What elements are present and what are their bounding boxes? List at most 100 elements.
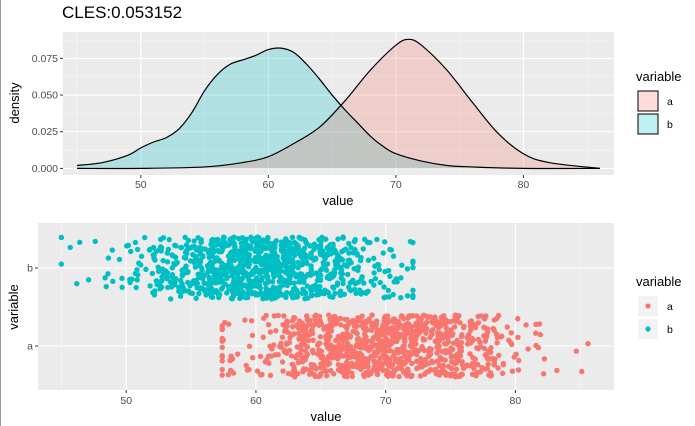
jitter-point-b bbox=[147, 246, 153, 252]
jitter-point-b bbox=[297, 279, 303, 285]
jitter-point-a bbox=[579, 368, 585, 375]
density-x-tick-label: 80 bbox=[518, 179, 530, 191]
jitter-point-a bbox=[366, 356, 372, 362]
jitter-point-a bbox=[243, 362, 249, 369]
jitter-point-a bbox=[356, 352, 363, 358]
jitter-point-b bbox=[348, 245, 354, 251]
jitter-x-axis-title: value bbox=[310, 409, 341, 424]
jitter-point-a bbox=[491, 362, 497, 368]
jitter-point-a bbox=[326, 312, 332, 318]
jitter-point-a bbox=[427, 334, 433, 341]
jitter-point-a bbox=[515, 367, 522, 373]
jitter-point-a bbox=[395, 332, 402, 338]
jitter-point-b bbox=[160, 235, 167, 241]
density-y-axis-title: density bbox=[7, 82, 22, 124]
jitter-point-a bbox=[344, 316, 350, 323]
jitter-point-b bbox=[216, 294, 222, 301]
jitter-point-a bbox=[408, 313, 415, 319]
jitter-point-b bbox=[214, 255, 220, 261]
jitter-point-b bbox=[385, 287, 392, 294]
jitter-point-a bbox=[448, 365, 455, 372]
jitter-point-a bbox=[442, 369, 448, 375]
jitter-point-a bbox=[401, 361, 407, 367]
jitter-point-a bbox=[395, 321, 402, 327]
jitter-point-a bbox=[413, 313, 420, 319]
jitter-point-a bbox=[491, 317, 498, 323]
jitter-point-b bbox=[305, 295, 311, 301]
jitter-point-b bbox=[264, 266, 271, 272]
jitter-point-b bbox=[335, 236, 341, 242]
jitter-point-b bbox=[299, 262, 305, 268]
jitter-point-b bbox=[185, 288, 192, 294]
jitter-point-b bbox=[381, 239, 388, 245]
jitter-point-a bbox=[248, 318, 255, 324]
jitter-point-a bbox=[460, 324, 467, 331]
jitter-point-a bbox=[267, 329, 274, 335]
jitter-point-a bbox=[533, 342, 539, 349]
jitter-point-b bbox=[335, 253, 341, 259]
jitter-point-a bbox=[365, 364, 371, 370]
jitter-point-a bbox=[266, 360, 272, 366]
jitter-legend-title: variable bbox=[636, 274, 682, 289]
jitter-point-b bbox=[234, 276, 241, 282]
jitter-point-b bbox=[219, 277, 226, 284]
jitter-point-a bbox=[585, 341, 591, 347]
jitter-point-b bbox=[218, 264, 225, 270]
jitter-point-b bbox=[374, 236, 380, 243]
density-legend-label-a: a bbox=[667, 96, 673, 108]
jitter-point-b bbox=[199, 267, 205, 274]
jitter-point-a bbox=[458, 333, 465, 340]
jitter-point-b bbox=[280, 255, 287, 261]
jitter-point-a bbox=[397, 363, 403, 370]
jitter-point-b bbox=[102, 275, 108, 281]
jitter-point-b bbox=[213, 280, 219, 286]
jitter-point-b bbox=[345, 271, 351, 278]
jitter-point-b bbox=[316, 237, 322, 243]
jitter-point-a bbox=[358, 366, 364, 372]
jitter-legend-key-a bbox=[645, 303, 651, 309]
jitter-point-b bbox=[368, 278, 374, 285]
jitter-point-b bbox=[248, 284, 254, 290]
jitter-point-a bbox=[509, 368, 516, 374]
jitter-point-b bbox=[245, 294, 251, 301]
jitter-point-a bbox=[415, 347, 421, 354]
jitter-point-a bbox=[303, 313, 310, 319]
jitter-point-b bbox=[207, 261, 213, 267]
jitter-point-a bbox=[467, 327, 474, 333]
jitter-point-a bbox=[394, 350, 400, 356]
jitter-point-b bbox=[189, 290, 196, 297]
jitter-point-a bbox=[294, 352, 301, 358]
jitter-point-a bbox=[494, 334, 501, 341]
jitter-point-b bbox=[281, 277, 287, 283]
jitter-point-a bbox=[537, 331, 544, 338]
jitter-point-b bbox=[182, 255, 189, 261]
jitter-point-b bbox=[119, 275, 125, 282]
jitter-point-a bbox=[401, 369, 407, 376]
jitter-point-b bbox=[142, 234, 148, 241]
jitter-point-a bbox=[573, 348, 580, 354]
jitter-point-b bbox=[234, 290, 241, 297]
jitter-point-a bbox=[382, 330, 389, 336]
jitter-point-a bbox=[470, 354, 476, 361]
jitter-point-b bbox=[295, 259, 301, 266]
jitter-point-a bbox=[401, 343, 407, 349]
jitter-point-a bbox=[410, 333, 416, 340]
jitter-point-a bbox=[222, 319, 228, 326]
jitter-point-a bbox=[327, 321, 333, 328]
jitter-point-b bbox=[313, 270, 320, 276]
jitter-point-a bbox=[392, 357, 398, 364]
jitter-point-a bbox=[361, 331, 368, 337]
density-x-axis-title: value bbox=[322, 193, 353, 208]
jitter-point-a bbox=[385, 313, 391, 319]
jitter-point-b bbox=[330, 294, 336, 300]
jitter-point-a bbox=[300, 367, 306, 374]
jitter-point-b bbox=[302, 251, 308, 258]
jitter-point-b bbox=[269, 279, 276, 285]
jitter-point-a bbox=[355, 335, 362, 342]
jitter-point-b bbox=[206, 254, 212, 261]
jitter-point-a bbox=[312, 316, 318, 323]
jitter-point-a bbox=[283, 325, 289, 332]
jitter-point-a bbox=[347, 334, 354, 340]
jitter-point-a bbox=[299, 320, 305, 326]
jitter-point-a bbox=[318, 348, 325, 354]
